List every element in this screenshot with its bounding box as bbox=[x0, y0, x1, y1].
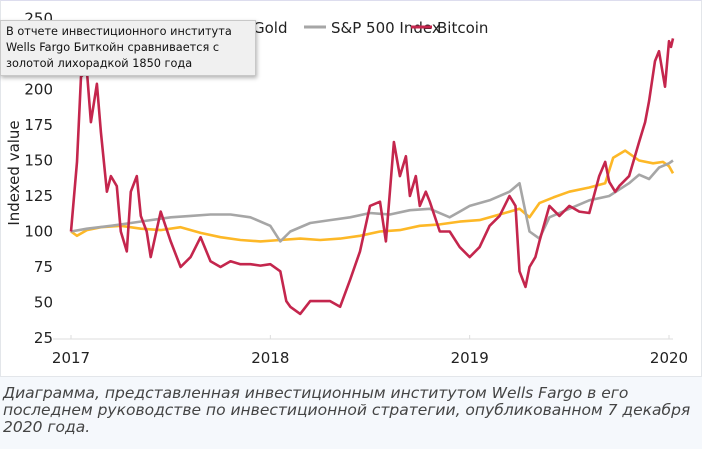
y-tick-label: 175 bbox=[24, 116, 53, 134]
y-axis-label: Indexed value bbox=[5, 120, 23, 225]
series-line-bitcoin bbox=[69, 38, 675, 316]
legend-label: S&P 500 Index bbox=[331, 19, 441, 37]
y-tick-label: 75 bbox=[34, 258, 53, 276]
figure-caption: Диаграмма, представленная инвестиционным… bbox=[3, 384, 691, 436]
series-line-gold bbox=[70, 149, 675, 243]
y-tick-label: 50 bbox=[34, 294, 53, 312]
chart-figure: 25 50 75 100 125 150 175 200 250 2017 2018 2019 202… bbox=[0, 0, 702, 377]
y-tick-label: 25 bbox=[34, 329, 53, 347]
tooltip: В отчете инвестиционного института Wells… bbox=[0, 20, 256, 76]
x-tick-label: 2020 bbox=[650, 349, 688, 367]
y-tick-label: 100 bbox=[24, 223, 53, 241]
x-tick-label: 2018 bbox=[251, 349, 289, 367]
series-line-s-p-500-index bbox=[70, 159, 674, 243]
x-tick-label: 2019 bbox=[451, 349, 489, 367]
legend-label: Gold bbox=[253, 19, 288, 37]
legend-label: Bitcoin bbox=[437, 19, 488, 37]
x-tick-label: 2017 bbox=[52, 349, 90, 367]
y-tick-label: 125 bbox=[24, 187, 53, 205]
y-tick-label: 150 bbox=[24, 152, 53, 170]
y-tick-label: 200 bbox=[24, 81, 53, 99]
